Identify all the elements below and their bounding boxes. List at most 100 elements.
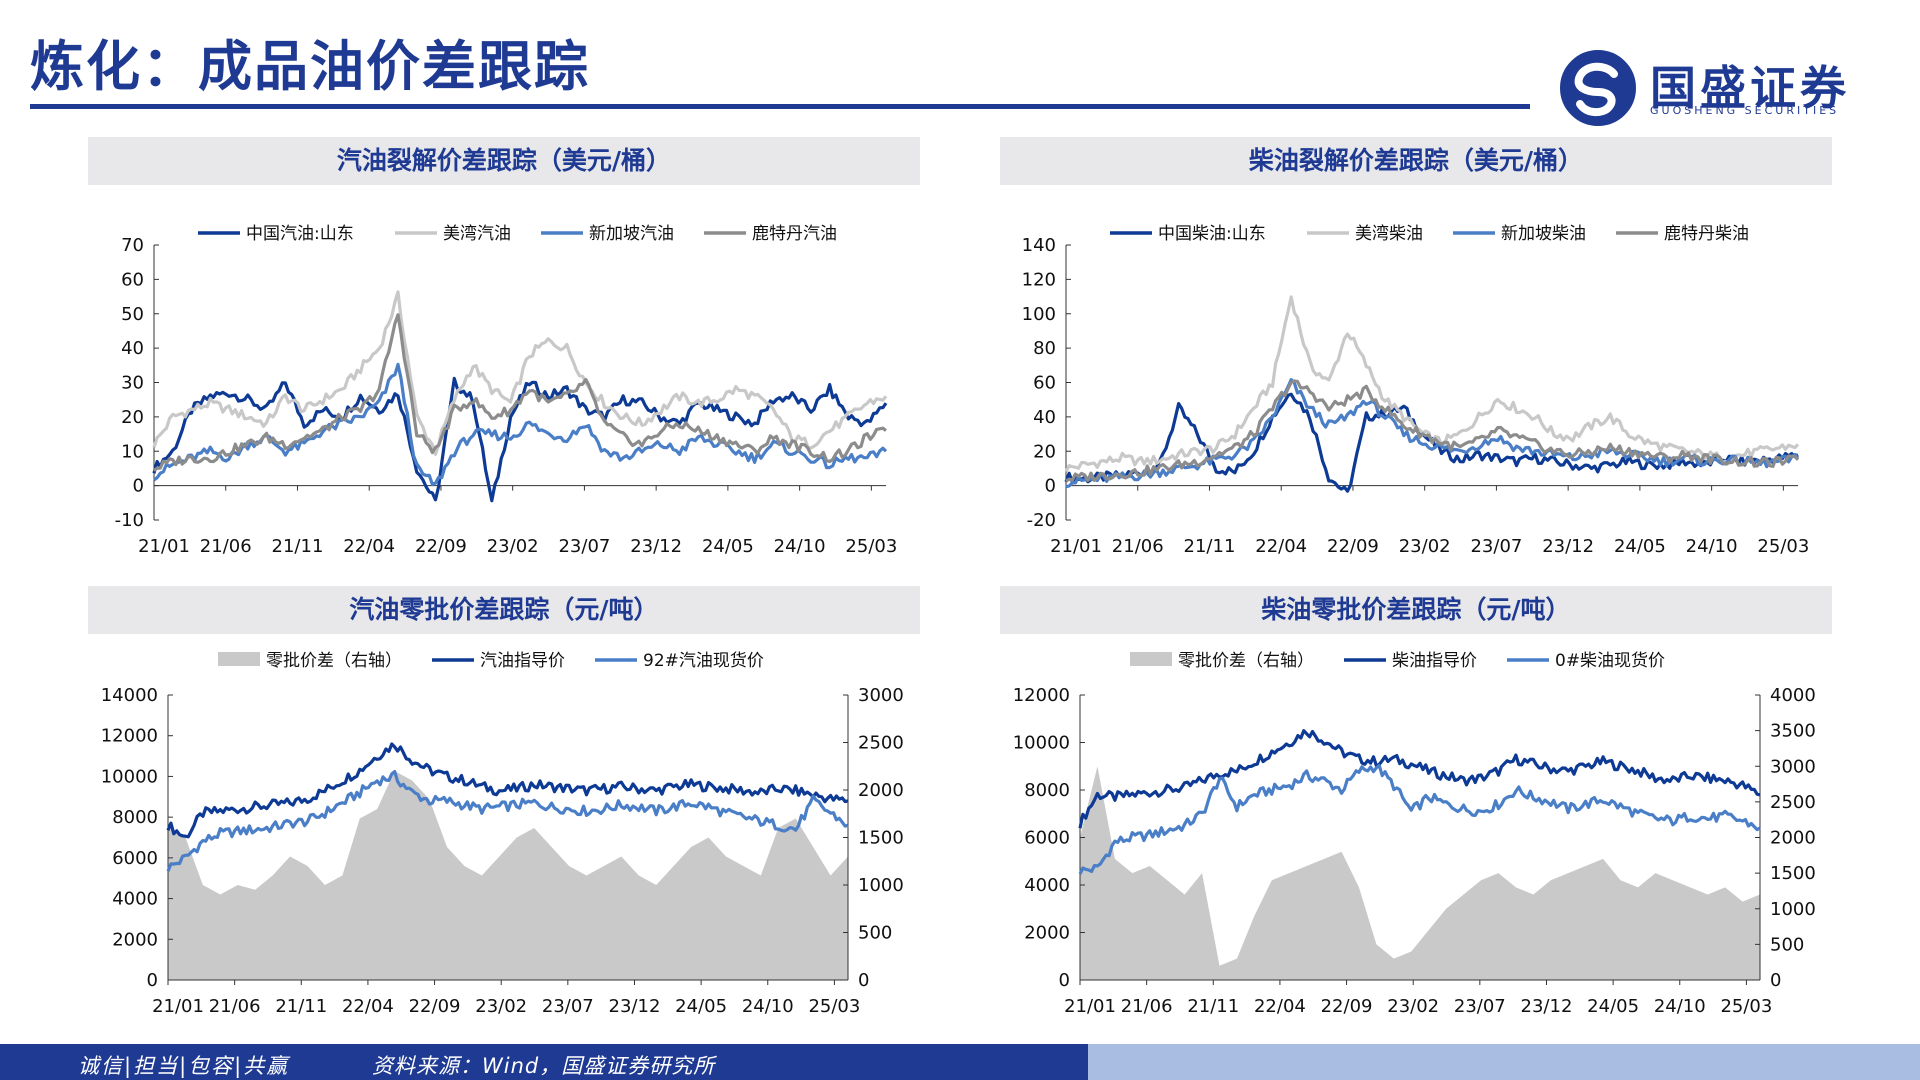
x-tick-label: 25/03 [808,996,860,1017]
x-tick-label: 25/03 [1720,996,1772,1017]
right-tick-label: 3000 [1770,756,1816,777]
left-tick-label: 80 [1033,338,1056,359]
left-tick-label: 70 [121,235,144,256]
x-tick-label: 21/01 [1050,536,1102,557]
left-tick-label: 8000 [1024,780,1070,801]
series-line-0 [152,376,888,503]
legend-label-2: 92#汽油现货价 [643,651,764,671]
logo-name: 国盛证券 [1650,61,1850,115]
x-tick-label: 21/11 [1187,996,1239,1017]
panel-title-gasoline-crack: 汽油裂解价差跟踪（美元/桶） [88,137,920,185]
right-tick-label: 3500 [1770,721,1816,742]
left-tick-label: -10 [115,510,144,531]
left-tick-label: 0 [147,970,158,991]
x-tick-label: 23/02 [1387,996,1439,1017]
x-tick-label: 22/04 [343,536,395,557]
x-tick-label: 24/10 [774,536,826,557]
left-tick-label: 60 [1033,373,1056,394]
x-tick-label: 23/12 [1521,996,1573,1017]
left-tick-label: 120 [1022,269,1056,290]
x-tick-label: 22/09 [415,536,467,557]
panel-title-gasoline-retail: 汽油零批价差跟踪（元/吨） [88,586,920,634]
footer-left-band [0,1044,1088,1080]
legend-label-3: 鹿特丹汽油 [752,224,837,244]
right-tick-label: 4000 [1770,685,1816,706]
right-tick-label: 2000 [1770,828,1816,849]
series-line-1 [166,770,849,872]
x-tick-label: 22/04 [342,996,394,1017]
x-tick-label: 22/09 [1321,996,1373,1017]
x-tick-label: 23/07 [542,996,594,1017]
guosheng-logo-icon [1560,50,1636,126]
right-tick-label: 3000 [858,685,904,706]
x-tick-label: 21/01 [138,536,190,557]
x-tick-label: 23/02 [1399,536,1451,557]
x-tick-label: 24/05 [1614,536,1666,557]
left-tick-label: 2000 [112,929,158,950]
series-line-3 [1065,379,1800,483]
legend-label-1: 美湾柴油 [1355,224,1423,244]
right-tick-label: 2500 [858,733,904,754]
diesel-crack-chart: 中国柴油:山东 美湾柴油 新加坡柴油 鹿特丹柴油 -20 0 20 40 60 80 100 120 1… [1022,224,1810,557]
left-tick-label: 140 [1022,235,1056,256]
right-tick-label: 500 [858,923,892,944]
series-line-3 [152,313,887,472]
area-retail-spread [1080,766,1760,980]
panel-title-diesel-retail: 柴油零批价差跟踪（元/吨） [1000,586,1832,634]
legend-label-3: 鹿特丹柴油 [1664,224,1749,244]
right-tick-label: 2000 [858,780,904,801]
x-tick-label: 21/11 [1184,536,1236,557]
x-tick-label: 23/07 [1454,996,1506,1017]
x-tick-label: 23/12 [609,996,661,1017]
x-tick-label: 24/05 [675,996,727,1017]
footer-source: 资料来源：Wind，国盛证券研究所 [372,1054,716,1078]
left-tick-label: 10 [121,441,144,462]
left-tick-label: 20 [1033,441,1056,462]
panel-title-diesel-crack: 柴油裂解价差跟踪（美元/桶） [1000,137,1832,185]
footer-motto: 诚信|担当|包容|共赢 [78,1054,290,1078]
x-tick-label: 24/10 [742,996,794,1017]
x-tick-label: 21/06 [209,996,261,1017]
diesel-retail-chart: 零批价差（右轴） 柴油指导价 0#柴油现货价 0 500 1000 1500 2000 2500… [1013,651,1816,1017]
legend-swatch-0 [218,652,260,666]
right-tick-label: 1000 [858,875,904,896]
left-tick-label: -20 [1027,510,1056,531]
legend-label-2: 新加坡柴油 [1501,224,1586,244]
series-line-2 [1065,378,1800,489]
left-tick-label: 0 [1059,970,1070,991]
legend-label-0: 零批价差（右轴） [266,651,402,671]
series-line-0 [1078,729,1761,829]
right-tick-label: 2500 [1770,792,1816,813]
page-title: 炼化：成品油价差跟踪 [30,35,590,98]
legend-swatch-0 [1130,652,1172,666]
footer-right-band [1088,1044,1920,1080]
right-tick-label: 0 [1770,970,1781,991]
gasoline-crack-chart: 中国汽油:山东 美湾汽油 新加坡汽油 鹿特丹汽油 -10 0 10 20 30 40 50 60 70 2… [115,224,898,557]
left-tick-label: 10000 [1013,733,1070,754]
title-divider [30,104,1530,109]
x-tick-label: 25/03 [845,536,897,557]
x-tick-label: 24/05 [702,536,754,557]
x-tick-label: 22/09 [1327,536,1379,557]
area-retail-spread [168,771,848,980]
x-tick-label: 21/06 [200,536,252,557]
legend-label-0: 中国柴油:山东 [1158,224,1266,244]
footer-bar: 诚信|担当|包容|共赢 资料来源：Wind，国盛证券研究所 [0,1044,1920,1080]
left-tick-label: 0 [1045,476,1056,497]
left-tick-label: 6000 [1024,828,1070,849]
right-tick-label: 0 [858,970,869,991]
left-tick-label: 4000 [112,889,158,910]
right-tick-label: 1500 [1770,863,1816,884]
series-line-1 [152,290,888,456]
series-line-2 [153,362,888,487]
left-tick-label: 50 [121,304,144,325]
left-tick-label: 8000 [112,807,158,828]
logo-subtitle: GUOSHENG SECURITIES [1650,104,1840,117]
x-tick-label: 22/04 [1255,536,1307,557]
left-tick-label: 100 [1022,304,1056,325]
x-tick-label: 24/05 [1587,996,1639,1017]
left-tick-label: 30 [121,373,144,394]
x-tick-label: 25/03 [1757,536,1809,557]
legend-label-0: 零批价差（右轴） [1178,651,1314,671]
left-tick-label: 2000 [1024,923,1070,944]
